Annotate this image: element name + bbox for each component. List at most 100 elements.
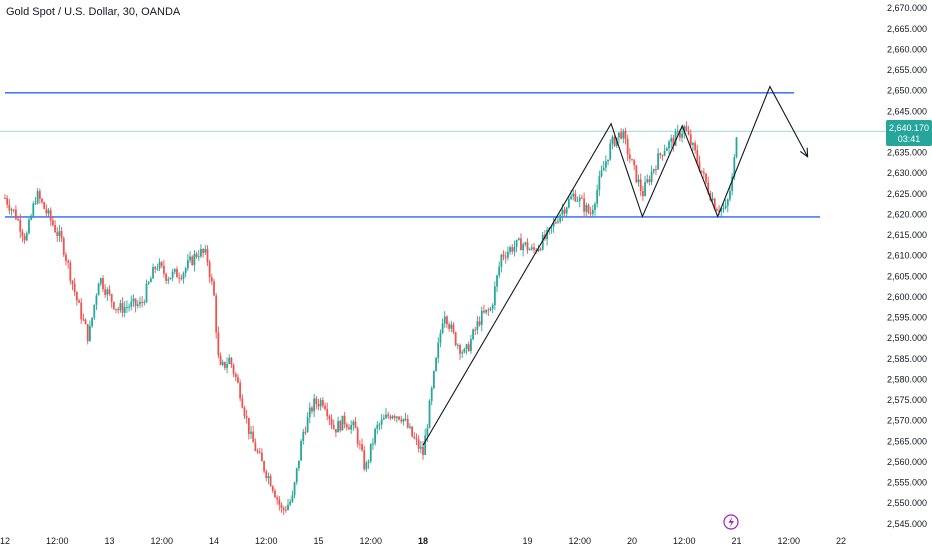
candle-body — [51, 220, 54, 226]
candle-body — [112, 302, 115, 309]
candle-body — [176, 268, 178, 278]
price-tick-label: 2,605.000 — [887, 271, 927, 281]
time-tick-label: 12:00 — [359, 536, 382, 546]
candle-body — [517, 238, 520, 240]
candle-body — [628, 154, 631, 160]
time-tick-label: 21 — [731, 536, 741, 546]
candle-body — [14, 209, 17, 219]
candle-body — [335, 429, 337, 433]
candle-body — [241, 398, 244, 408]
candle-body — [670, 138, 673, 142]
candle-body — [352, 421, 355, 425]
candle-body — [99, 278, 102, 284]
candle-body — [594, 203, 596, 210]
candle-body — [219, 355, 222, 365]
last-price-badge: 2,640.170 03:41 — [886, 120, 932, 146]
candle-body — [413, 436, 416, 439]
candle-body — [419, 446, 422, 449]
candle-body — [302, 431, 305, 442]
time-axis[interactable]: 12 12:00 13 12:00 14 12:00 15 12:00 18 19 12:00 20 1… — [0, 536, 846, 546]
candle-body — [195, 253, 198, 257]
candle-body — [4, 197, 6, 199]
candle-body — [208, 262, 211, 278]
candle-body — [326, 409, 329, 417]
candle-body — [657, 153, 660, 170]
candle-body — [650, 171, 653, 182]
price-tick-label: 2,580.000 — [887, 374, 927, 384]
candle-body — [160, 262, 163, 266]
candle-body — [158, 262, 161, 269]
candle-body — [332, 425, 335, 430]
candle-body — [631, 159, 633, 161]
candle-body — [537, 248, 540, 252]
time-tick-label: 18 — [418, 536, 428, 546]
time-tick-label: 22 — [836, 536, 846, 546]
candle-body — [574, 193, 577, 202]
candle-body — [271, 486, 274, 491]
price-tick-label: 2,575.000 — [887, 395, 927, 405]
candle-body — [382, 418, 385, 420]
candle-body — [676, 130, 679, 132]
candle-body — [550, 226, 553, 228]
candle-body — [108, 289, 111, 295]
candle-body — [395, 416, 398, 418]
candle-body — [328, 416, 331, 419]
candle-body — [513, 246, 516, 252]
candle-body — [126, 306, 128, 308]
candle-body — [25, 233, 28, 241]
candle-body — [711, 198, 714, 201]
candle-body — [461, 352, 464, 354]
candle-body — [202, 249, 205, 253]
candle-body — [306, 417, 309, 433]
candle-body — [130, 301, 133, 307]
candle-body — [311, 407, 313, 412]
candle-body — [443, 316, 446, 324]
candle-body — [228, 357, 231, 364]
candle-body — [300, 441, 302, 461]
candle-body — [633, 160, 636, 166]
pattern-drawing-layer — [422, 85, 809, 446]
price-tick-label: 2,570.000 — [887, 416, 927, 426]
candle-body — [289, 501, 292, 505]
candle-body — [337, 420, 339, 433]
candle-body — [487, 309, 490, 311]
candle-body — [78, 300, 80, 303]
lightning-bolt-icon[interactable] — [723, 514, 739, 530]
candle-body — [533, 247, 535, 250]
candle-body — [47, 210, 50, 214]
candle-body — [398, 416, 400, 420]
time-tick-label: 12:00 — [568, 536, 591, 546]
candle-body — [415, 438, 418, 440]
candle-body — [145, 283, 148, 302]
candle-body — [637, 179, 640, 183]
candle-body — [56, 232, 59, 237]
candle-body — [489, 308, 492, 311]
candle-body — [435, 357, 437, 371]
candle-body — [350, 424, 353, 430]
candle-body — [6, 198, 9, 205]
candle-body — [32, 203, 35, 216]
candle-body — [511, 247, 514, 252]
candle-body — [269, 476, 272, 487]
candle-body — [705, 173, 707, 183]
candle-body — [563, 209, 566, 214]
candle-body — [729, 190, 731, 200]
candle-body — [687, 130, 690, 135]
candle-body — [678, 130, 681, 138]
candle-body — [80, 302, 83, 320]
candle-body — [644, 182, 646, 196]
candle-body — [304, 431, 307, 433]
candle-body — [600, 170, 603, 177]
candle-body — [308, 407, 311, 418]
price-axis[interactable]: 2,545.000 2,550.000 2,555.000 2,560.000 2,56… — [887, 3, 927, 529]
candles-layer — [4, 121, 738, 515]
price-tick-label: 2,555.000 — [887, 478, 927, 488]
candle-body — [132, 298, 135, 302]
candle-body — [626, 138, 629, 155]
candle-body — [441, 323, 444, 334]
candle-body — [363, 450, 366, 470]
candle-body — [733, 157, 736, 177]
candle-body — [587, 205, 590, 213]
